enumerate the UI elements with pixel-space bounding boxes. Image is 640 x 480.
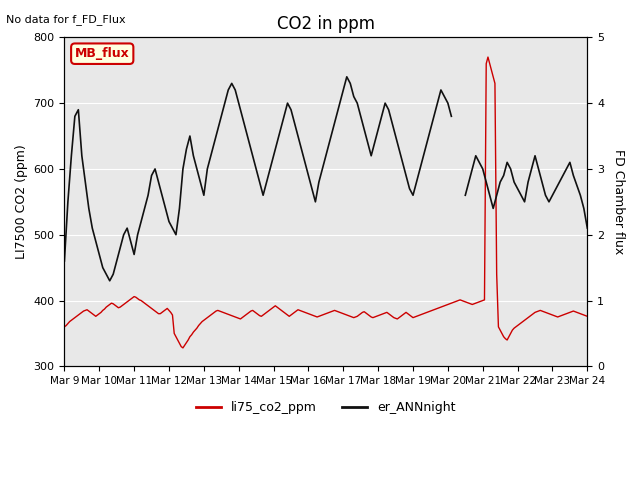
Text: No data for f_FD_Flux: No data for f_FD_Flux	[6, 14, 126, 25]
Text: MB_flux: MB_flux	[75, 47, 130, 60]
Y-axis label: LI7500 CO2 (ppm): LI7500 CO2 (ppm)	[15, 144, 28, 259]
Title: CO2 in ppm: CO2 in ppm	[277, 15, 375, 33]
Legend: li75_co2_ppm, er_ANNnight: li75_co2_ppm, er_ANNnight	[191, 396, 461, 420]
Y-axis label: FD Chamber flux: FD Chamber flux	[612, 149, 625, 254]
